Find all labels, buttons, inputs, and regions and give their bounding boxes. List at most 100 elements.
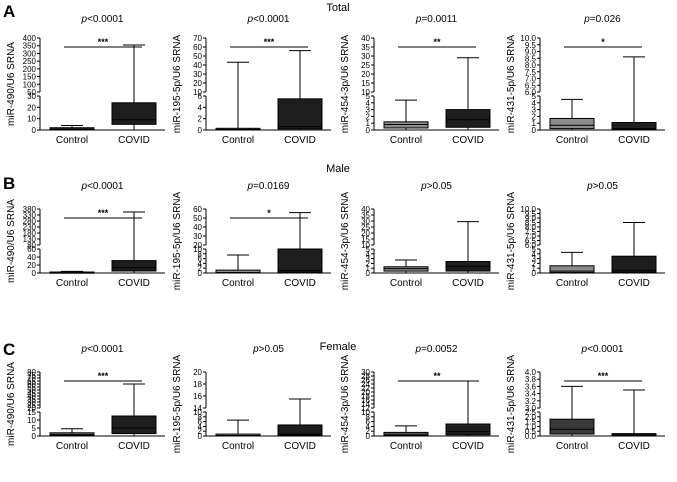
y-tick-label: 1: [366, 119, 371, 128]
chart-title-value: =0.026: [590, 14, 621, 25]
x-category-label: COVID: [452, 135, 484, 146]
y-tick-label: 5: [366, 92, 371, 101]
y-tick-label: 10: [193, 408, 202, 417]
y-tick-label: 18: [193, 380, 202, 389]
significance-stars: **: [433, 37, 441, 47]
y-tick-label: 3.6: [525, 382, 537, 391]
significance-stars: *: [267, 208, 271, 218]
y-tick-label: 0: [32, 432, 37, 441]
y-tick-label: 25: [361, 61, 370, 70]
chart-title-p: p: [586, 181, 593, 192]
y-tick-label: 350: [23, 42, 37, 51]
chart-title: p=0.0169: [247, 181, 290, 192]
y-tick-label: 3.4: [525, 390, 537, 399]
x-category-label: Control: [390, 278, 422, 289]
y-tick-label: 6.5: [525, 81, 537, 90]
y-tick-label: 35: [27, 395, 36, 404]
x-category-label: Control: [56, 441, 88, 452]
y-tick-label: 180: [23, 229, 37, 238]
y-tick-label: 9.0: [525, 48, 537, 57]
y-tick-label: 3: [532, 106, 537, 115]
chart-title-value: <0.0001: [587, 344, 624, 355]
section-letter-b: B: [3, 174, 15, 193]
y-tick-label: 70: [27, 374, 36, 383]
box-control: [549, 418, 595, 435]
y-axis-label: miR-454-3p/U6 SRNA: [340, 354, 351, 453]
y-tick-label: 20: [27, 261, 36, 270]
x-category-label: Control: [390, 441, 422, 452]
box-covid: [611, 122, 657, 130]
y-tick-label: 9.0: [525, 214, 537, 223]
chart-title-p: p: [581, 344, 588, 355]
x-category-label: Control: [390, 135, 422, 146]
box-covid: [111, 102, 157, 125]
box-covid: [277, 98, 323, 130]
y-tick-label: 0: [366, 432, 371, 441]
chart-panel-c4: p<0.0001 miR-431-5p/U6 SRNA 0.00.51.01.52.…: [506, 344, 665, 453]
chart-title: p>0.05: [586, 181, 618, 192]
section-letter-c: C: [3, 340, 15, 359]
y-tick-label: 6.5: [525, 237, 537, 246]
y-axis-label: miR-431-5p/U6 SRNA: [506, 34, 517, 133]
significance-stars: *: [601, 37, 605, 47]
y-tick-label: 1.0: [525, 422, 537, 431]
y-axis-label: miR-195-5p/U6 SRNA: [172, 354, 183, 453]
chart-panel-b3: p>0.05 miR-454-3p/U6 SRNA 0123451015202530…: [340, 181, 499, 290]
y-tick-label: 15: [361, 79, 370, 88]
chart-title-value: =0.0169: [253, 181, 290, 192]
y-tick-label: 50: [193, 214, 202, 223]
y-tick-label: 55: [27, 383, 36, 392]
y-tick-label: 4: [198, 103, 203, 112]
y-tick-label: 8.0: [525, 61, 537, 70]
chart-title-p: p: [583, 14, 590, 25]
chart-title-value: =0.0011: [421, 14, 457, 25]
y-tick-label: 10: [361, 241, 370, 250]
y-tick-label: 3.8: [525, 375, 537, 384]
y-tick-label: 0: [198, 432, 203, 441]
y-tick-label: 3: [366, 255, 371, 264]
box-covid: [611, 255, 657, 273]
y-tick-label: 80: [27, 368, 36, 377]
y-tick-label: 20: [193, 241, 202, 250]
y-tick-label: 15: [361, 235, 370, 244]
chart-title-value: >0.05: [593, 181, 619, 192]
y-tick-label: 4: [198, 422, 203, 431]
y-tick-label: 0: [366, 126, 371, 135]
y-tick-label: 4: [532, 250, 537, 259]
y-tick-label: 30: [193, 232, 202, 241]
y-tick-label: 20: [193, 79, 202, 88]
y-tick-label: 2: [532, 112, 537, 121]
y-tick-label: 14: [193, 404, 202, 413]
x-category-label: COVID: [284, 441, 316, 452]
y-axis-label: miR-454-3p/U6 SRNA: [340, 34, 351, 133]
section-headers: A Total B Male C Female: [3, 2, 356, 359]
y-tick-label: 0: [366, 269, 371, 278]
y-tick-label: 150: [23, 73, 37, 82]
y-tick-label: 10: [193, 88, 202, 97]
section-title-total: Total: [326, 2, 349, 14]
y-tick-label: 40: [361, 34, 370, 43]
y-tick-label: 280: [23, 217, 37, 226]
box-covid: [445, 423, 491, 436]
chart-title-p: p: [81, 344, 88, 355]
y-tick-label: 50: [193, 52, 202, 61]
chart-panel-a4: p=0.026 miR-431-5p/U6 SRNA 0123456.06.57.0…: [506, 14, 665, 146]
y-tick-label: 45: [27, 389, 36, 398]
y-tick-label: 8.5: [525, 54, 537, 63]
y-tick-label: 0: [32, 269, 37, 278]
y-tick-label: 230: [23, 223, 37, 232]
box-covid: [445, 109, 491, 128]
y-tick-label: 9.5: [525, 41, 537, 50]
y-tick-label: 0.5: [525, 427, 537, 436]
section-letter-a: A: [3, 2, 15, 21]
chart-title-value: <0.0001: [253, 14, 290, 25]
y-tick-label: 7.0: [525, 75, 537, 84]
chart-panel-a1: p<0.0001 miR-490/U6 SRNA 0 10 20 305010015020…: [6, 14, 165, 146]
chart-title: p=0.026: [583, 14, 621, 25]
x-category-label: Control: [56, 278, 88, 289]
y-axis-label: miR-490/U6 SRNA: [6, 199, 17, 283]
y-tick-label: 4: [366, 250, 371, 259]
box-covid: [277, 248, 323, 273]
